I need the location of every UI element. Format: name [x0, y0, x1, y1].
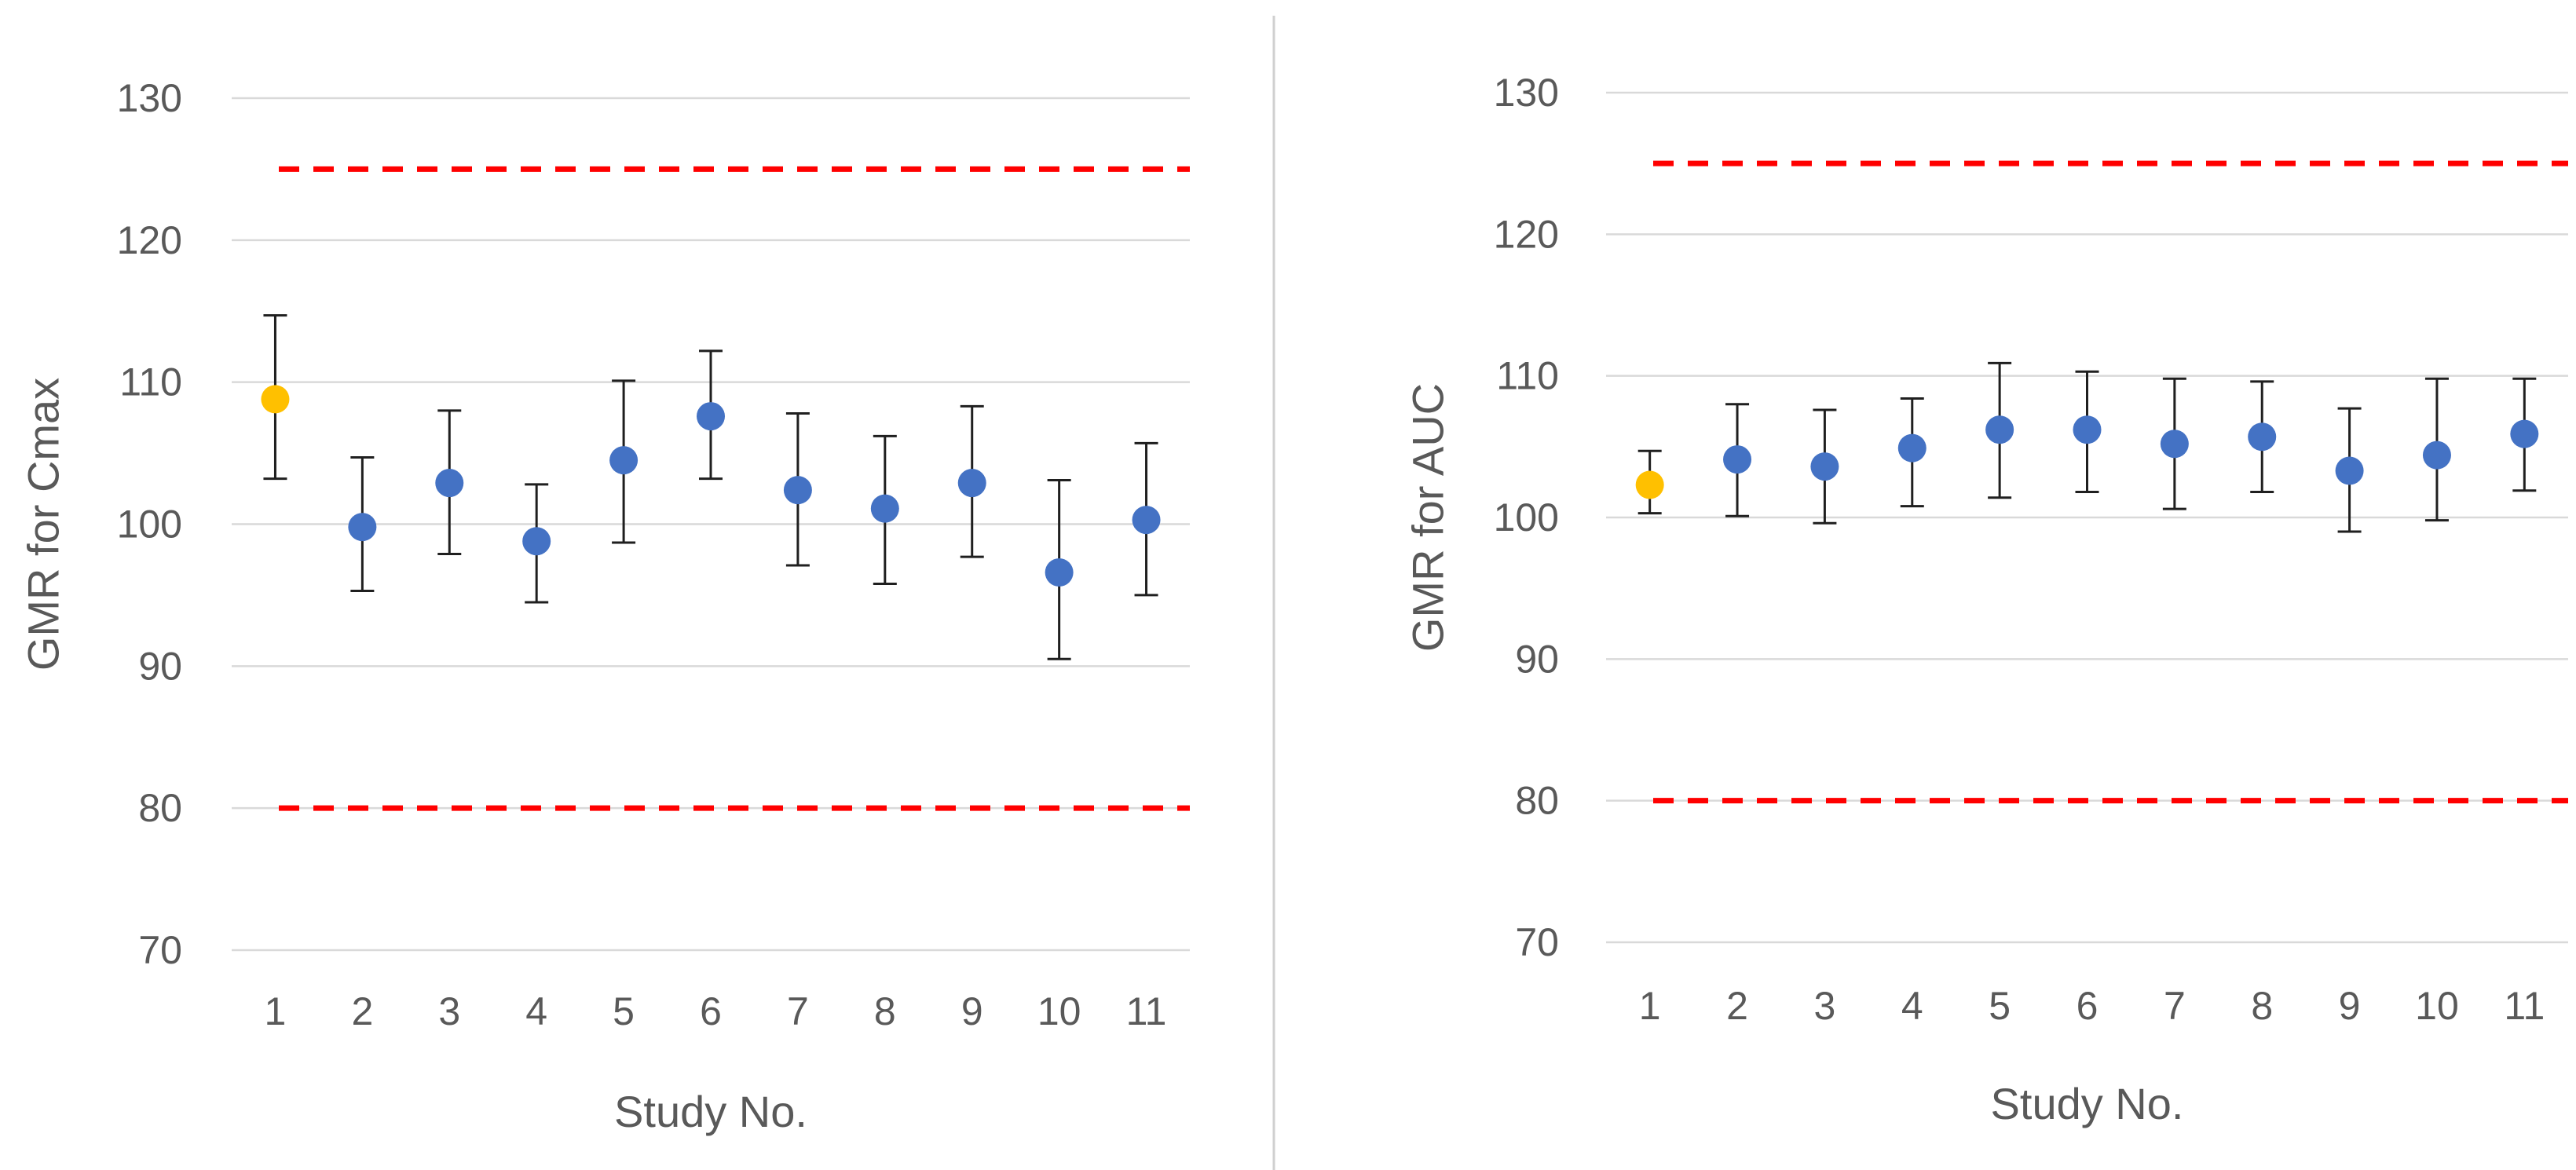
x-tick-label: 10: [2415, 984, 2459, 1028]
x-tick-label: 4: [1901, 984, 1923, 1028]
data-point: [2248, 422, 2277, 452]
data-point: [1132, 506, 1161, 535]
y-tick-label: 110: [119, 360, 182, 404]
data-point: [697, 402, 725, 431]
y-tick-label: 120: [1494, 212, 1559, 256]
data-point: [1723, 445, 1752, 474]
data-point: [435, 469, 464, 498]
x-tick-label: 6: [2077, 984, 2098, 1028]
x-axis-title: Study No.: [614, 1087, 807, 1136]
x-tick-label: 8: [874, 989, 896, 1033]
y-tick-label: 100: [117, 503, 182, 547]
data-point: [2510, 419, 2539, 448]
data-point: [870, 494, 899, 523]
x-tick-label: 1: [265, 989, 287, 1033]
data-point: [348, 513, 377, 542]
data-point: [1810, 452, 1839, 481]
x-tick-label: 7: [787, 989, 809, 1033]
cmax-chart: 70 80 90 100 110 120 130 1 2 3 4 5 6 7 8 9 10 11 Study No.…: [19, 76, 1190, 1136]
x-tick-label: 5: [613, 989, 635, 1033]
data-point: [2073, 415, 2102, 444]
x-tick-label: 7: [2164, 984, 2186, 1028]
x-axis-title: Study No.: [1991, 1079, 2184, 1128]
x-tick-label: 3: [438, 989, 460, 1033]
auc-chart: 70 80 90 100 110 120 130 1 2 3 4 5 6 7 8 9 10 11 Study No.…: [1403, 71, 2568, 1128]
y-tick-label: 90: [138, 644, 182, 688]
reference-data-point: [261, 385, 290, 414]
data-point: [522, 527, 551, 556]
y-tick-label: 80: [138, 786, 182, 830]
x-tick-label: 11: [1126, 989, 1167, 1033]
x-tick-label: 11: [2504, 984, 2545, 1028]
y-tick-label: 130: [1494, 71, 1559, 115]
x-tick-label: 5: [1989, 984, 2011, 1028]
y-tick-label: 130: [117, 76, 182, 120]
y-tick-label: 120: [117, 218, 182, 262]
data-point: [2422, 441, 2451, 470]
y-axis-title: GMR for AUC: [1403, 383, 1453, 652]
data-point: [609, 446, 639, 475]
y-tick-label: 100: [1494, 495, 1559, 539]
y-axis-title: GMR for Cmax: [19, 378, 68, 671]
x-tick-label: 10: [1037, 989, 1081, 1033]
x-tick-label: 9: [961, 989, 983, 1033]
data-point: [957, 469, 986, 498]
data-point: [2335, 456, 2364, 485]
data-point: [783, 476, 812, 505]
data-point: [1985, 415, 2014, 444]
y-tick-label: 90: [1515, 637, 1559, 681]
x-tick-label: 9: [2339, 984, 2361, 1028]
y-tick-label: 80: [1515, 779, 1559, 823]
x-tick-label: 4: [525, 989, 547, 1033]
data-point: [1045, 558, 1074, 587]
reference-data-point: [1635, 470, 1664, 499]
x-tick-label: 2: [351, 989, 373, 1033]
y-tick-label: 70: [1515, 920, 1559, 964]
x-tick-label: 6: [700, 989, 722, 1033]
x-tick-label: 3: [1814, 984, 1836, 1028]
data-point: [2160, 430, 2189, 459]
y-tick-label: 70: [138, 928, 182, 972]
x-tick-label: 2: [1726, 984, 1748, 1028]
x-tick-label: 8: [2251, 984, 2273, 1028]
data-point: [1897, 433, 1927, 463]
y-tick-label: 110: [1496, 354, 1559, 398]
x-tick-label: 1: [1639, 984, 1661, 1028]
